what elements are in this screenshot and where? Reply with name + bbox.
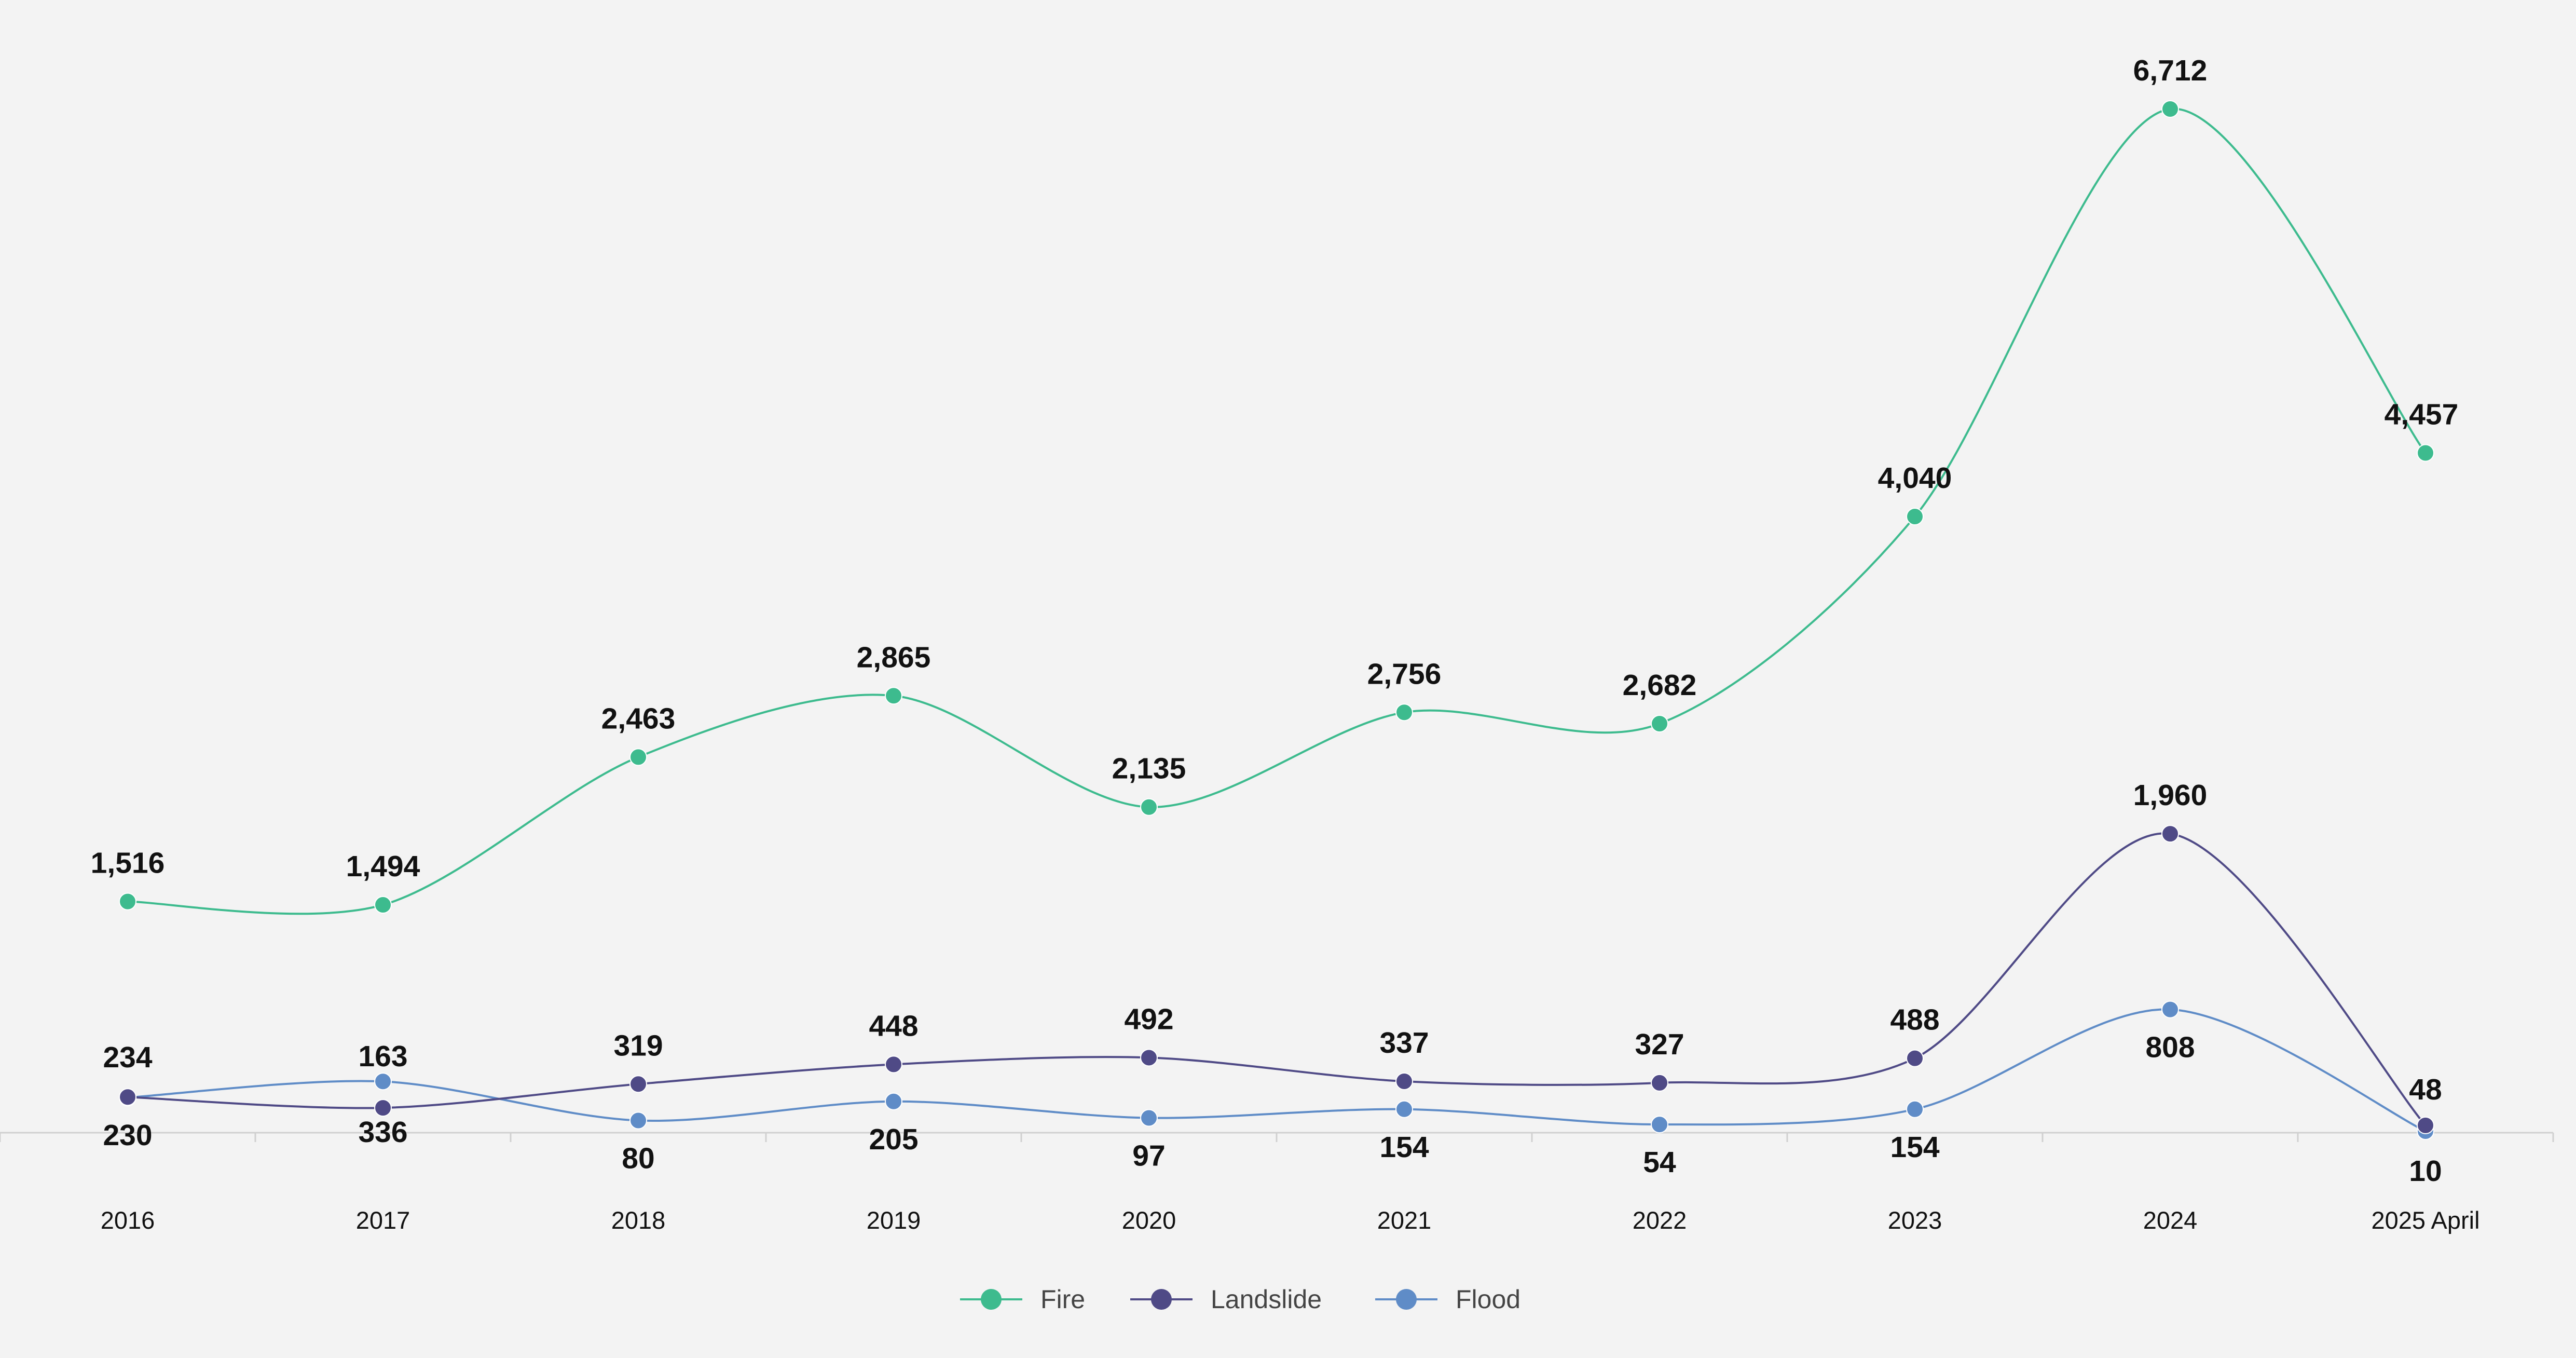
data-point-landslide [374, 1099, 392, 1117]
data-label-landslide: 1,960 [2133, 779, 2208, 812]
legend-label: Flood [1456, 1285, 1520, 1314]
legend-marker [981, 1289, 1002, 1310]
data-label-landslide: 319 [613, 1029, 663, 1062]
series-line-flood [127, 1008, 2426, 1132]
data-label-landslide: 488 [1890, 1003, 1939, 1037]
x-tick-label: 2024 [2143, 1206, 2198, 1234]
x-tick-label: 2025 April [2371, 1206, 2479, 1234]
data-label-fire: 6,712 [2133, 54, 2208, 87]
data-label-landslide: 337 [1379, 1026, 1429, 1060]
data-labels: 1,516 1,494 2,463 2,865 2,135 2,756 2,682 4,040… [91, 54, 2459, 1188]
data-point-fire [119, 892, 136, 911]
data-label-fire: 2,135 [1112, 752, 1186, 785]
data-label-landslide: 163 [358, 1040, 407, 1073]
data-point-fire [1651, 715, 1668, 733]
data-point-landslide [629, 1075, 647, 1093]
legend-label: Landslide [1211, 1285, 1322, 1314]
data-label-fire: 2,682 [1623, 669, 1697, 702]
data-label-flood: 154 [1890, 1131, 1939, 1164]
legend: Fire Landslide Flood [960, 1285, 1520, 1314]
data-label-flood: 230 [103, 1119, 152, 1152]
data-label-landslide: 48 [2409, 1073, 2442, 1106]
data-point-fire [629, 748, 647, 766]
data-point-landslide [1140, 1049, 1158, 1067]
series-line-landslide [127, 832, 2427, 1126]
data-point-landslide [1651, 1074, 1668, 1092]
series-line-fire [127, 107, 2427, 915]
data-label-flood: 205 [869, 1123, 918, 1156]
data-point-fire [2161, 100, 2179, 118]
legend-marker [1151, 1289, 1172, 1310]
x-tick-labels: 2016 2017 2018 2019 2020 2021 2022 2023 2024 2025… [101, 1206, 2480, 1234]
data-label-fire: 4,040 [1878, 461, 1952, 495]
series-layer [119, 100, 2434, 1140]
data-point-landslide [885, 1055, 902, 1074]
data-label-fire: 2,463 [601, 702, 676, 735]
data-label-landslide: 492 [1124, 1002, 1173, 1036]
data-label-flood: 80 [622, 1142, 654, 1175]
x-tick-label: 2020 [1122, 1206, 1176, 1234]
x-tick-label: 2021 [1377, 1206, 1432, 1234]
data-point-flood [1140, 1109, 1158, 1127]
legend-marker [1396, 1289, 1417, 1310]
data-point-flood [885, 1092, 902, 1110]
data-label-landslide: 448 [869, 1009, 918, 1042]
data-label-flood: 336 [358, 1116, 407, 1149]
data-label-fire: 4,457 [2385, 398, 2459, 431]
data-point-flood [374, 1072, 392, 1091]
data-point-landslide [2161, 825, 2179, 843]
data-label-flood: 97 [1132, 1139, 1165, 1173]
x-tick-label: 2023 [1888, 1206, 1942, 1234]
x-tick-label: 2016 [101, 1206, 155, 1234]
data-label-fire: 1,516 [91, 847, 165, 880]
data-label-fire: 1,494 [346, 850, 420, 883]
data-point-landslide [119, 1088, 136, 1106]
data-point-fire [885, 687, 902, 705]
x-tick-label: 2022 [1633, 1206, 1687, 1234]
legend-item-fire[interactable]: Fire [960, 1285, 1085, 1314]
data-point-flood [1395, 1100, 1413, 1118]
data-point-flood [1906, 1100, 1924, 1118]
data-label-flood: 54 [1643, 1146, 1676, 1179]
data-point-fire [1395, 703, 1413, 722]
data-label-fire: 2,865 [857, 641, 931, 674]
data-point-fire [1140, 798, 1158, 816]
data-label-flood: 154 [1379, 1131, 1429, 1164]
x-tick-label: 2018 [611, 1206, 666, 1234]
data-point-flood [2161, 1000, 2179, 1018]
data-point-landslide [1395, 1072, 1413, 1090]
data-point-flood [629, 1111, 647, 1130]
data-point-fire [1906, 508, 1924, 526]
data-point-flood [1651, 1116, 1668, 1134]
data-label-flood: 808 [2145, 1031, 2195, 1064]
x-tick-label: 2019 [867, 1206, 921, 1234]
data-label-fire: 2,756 [1367, 657, 1442, 690]
legend-item-landslide[interactable]: Landslide [1130, 1285, 1322, 1314]
legend-item-flood[interactable]: Flood [1375, 1285, 1520, 1314]
x-tick-label: 2017 [356, 1206, 410, 1234]
data-point-fire [374, 896, 392, 914]
data-label-flood: 10 [2409, 1155, 2442, 1188]
data-label-landslide: 327 [1635, 1028, 1684, 1061]
data-point-landslide [2417, 1116, 2434, 1134]
x-axis [0, 1132, 2554, 1142]
legend-label: Fire [1040, 1285, 1085, 1314]
data-point-landslide [1906, 1049, 1924, 1067]
data-point-fire [2417, 444, 2434, 462]
data-label-landslide: 234 [103, 1041, 152, 1074]
